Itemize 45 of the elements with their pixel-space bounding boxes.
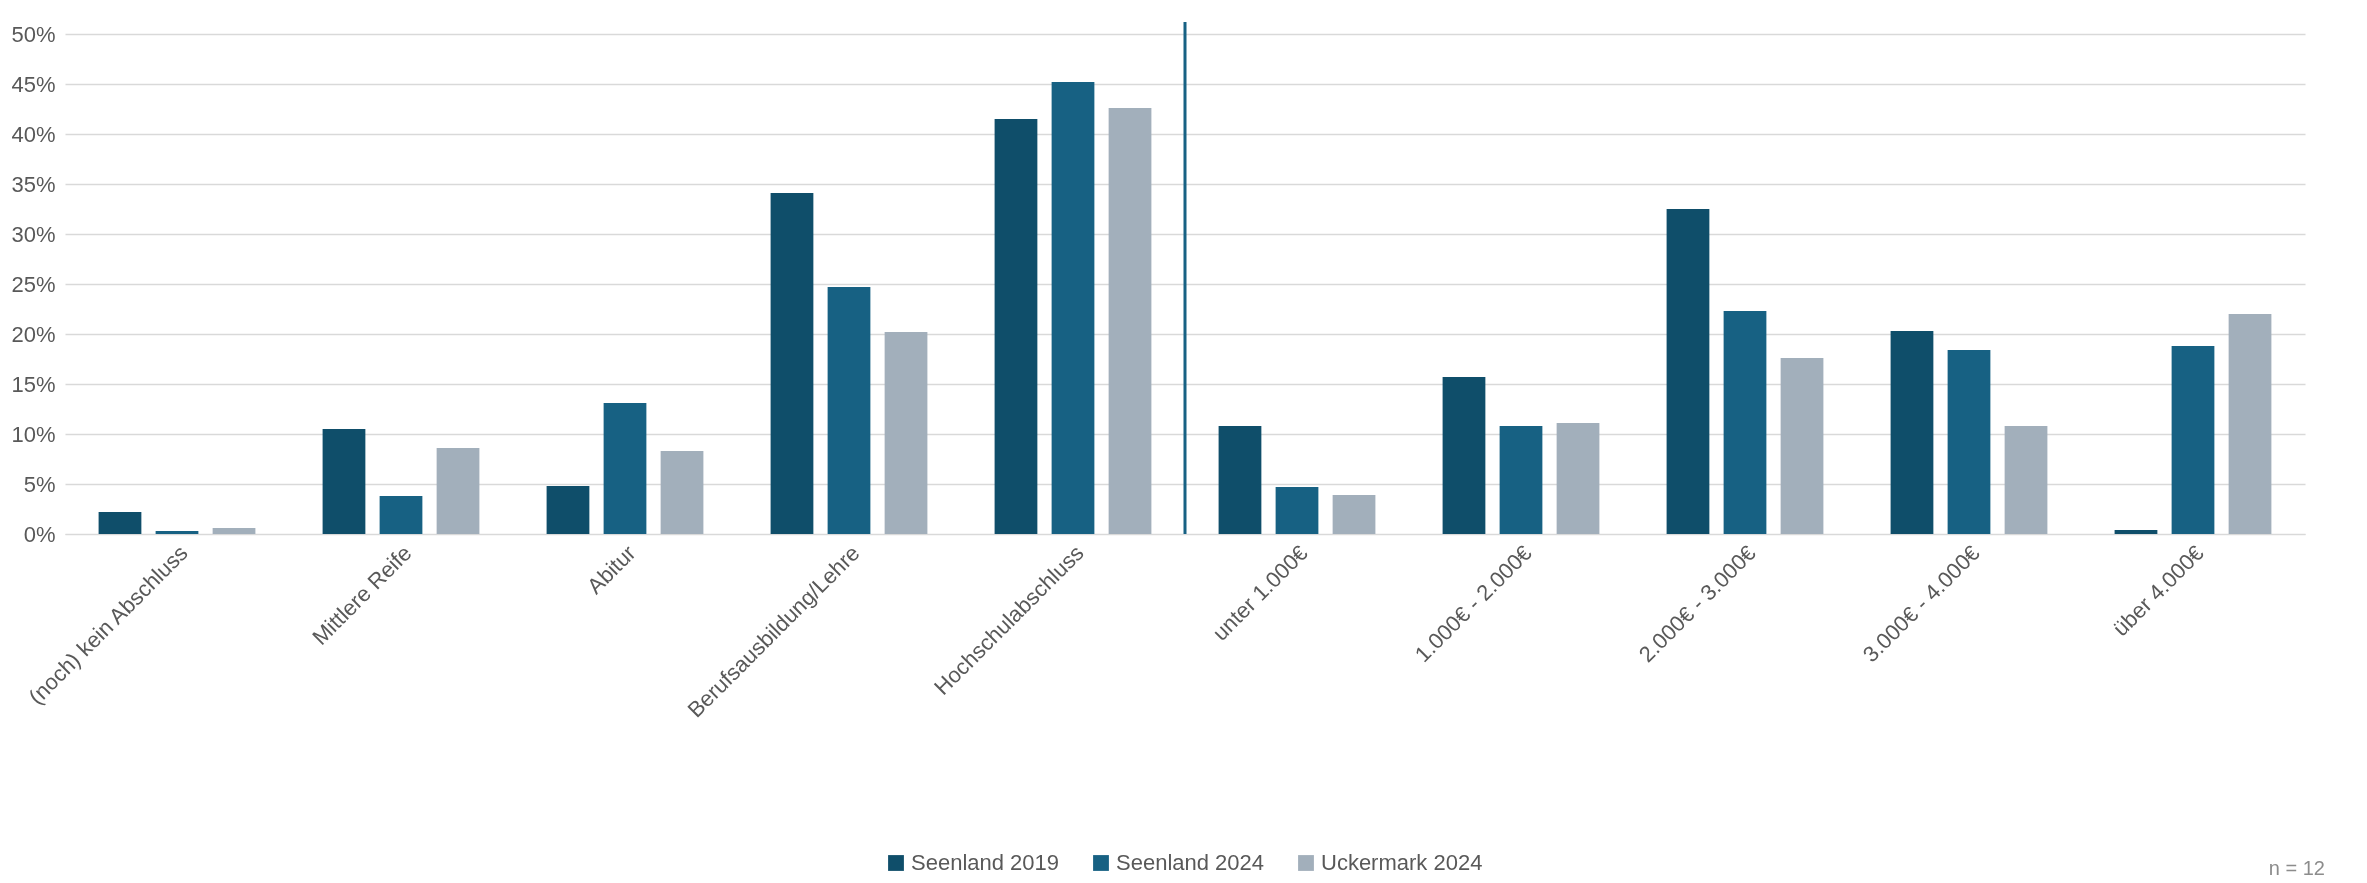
bar — [98, 512, 142, 534]
bar — [994, 119, 1038, 534]
bar — [379, 496, 423, 534]
bar — [1947, 350, 1991, 534]
bar — [603, 403, 647, 534]
legend-label: Uckermark 2024 — [1321, 850, 1483, 875]
y-tick-label: 35% — [11, 171, 56, 197]
bar — [546, 486, 590, 534]
legend-label: Seenland 2019 — [911, 850, 1060, 875]
y-tick-label: 50% — [11, 21, 56, 47]
bar — [2228, 314, 2272, 534]
y-tick-label: 45% — [11, 71, 56, 97]
y-tick-label: 5% — [23, 471, 56, 497]
text: n = 12 — [2268, 857, 2325, 879]
y-tick-label: 40% — [11, 121, 56, 147]
y-tick-label: 30% — [11, 221, 56, 247]
legend-label: Seenland 2024 — [1116, 850, 1265, 875]
bar — [827, 287, 871, 534]
bar — [1218, 426, 1262, 534]
bar — [1051, 82, 1095, 534]
bar — [2114, 530, 2158, 534]
y-tick-label: 25% — [11, 271, 56, 297]
bar — [1332, 495, 1376, 534]
bar — [1890, 331, 1934, 534]
bar — [770, 193, 814, 534]
bar — [1275, 487, 1319, 534]
y-tick-label: 10% — [11, 421, 56, 447]
bar — [1108, 108, 1152, 534]
y-tick-label: 15% — [11, 371, 56, 397]
bar — [1442, 377, 1486, 534]
bar — [1556, 423, 1600, 534]
bar — [884, 332, 928, 534]
bar — [660, 451, 704, 534]
bar — [1780, 358, 1824, 534]
y-tick-label: 0% — [23, 521, 56, 547]
bar — [1499, 426, 1543, 534]
y-tick-label: 20% — [11, 321, 56, 347]
bar — [1723, 311, 1767, 534]
bar — [322, 429, 366, 534]
bar — [436, 448, 480, 534]
bar — [1666, 209, 1710, 534]
bar — [212, 528, 256, 534]
bar — [2171, 346, 2215, 534]
bar — [155, 531, 199, 534]
bar — [2004, 426, 2048, 534]
